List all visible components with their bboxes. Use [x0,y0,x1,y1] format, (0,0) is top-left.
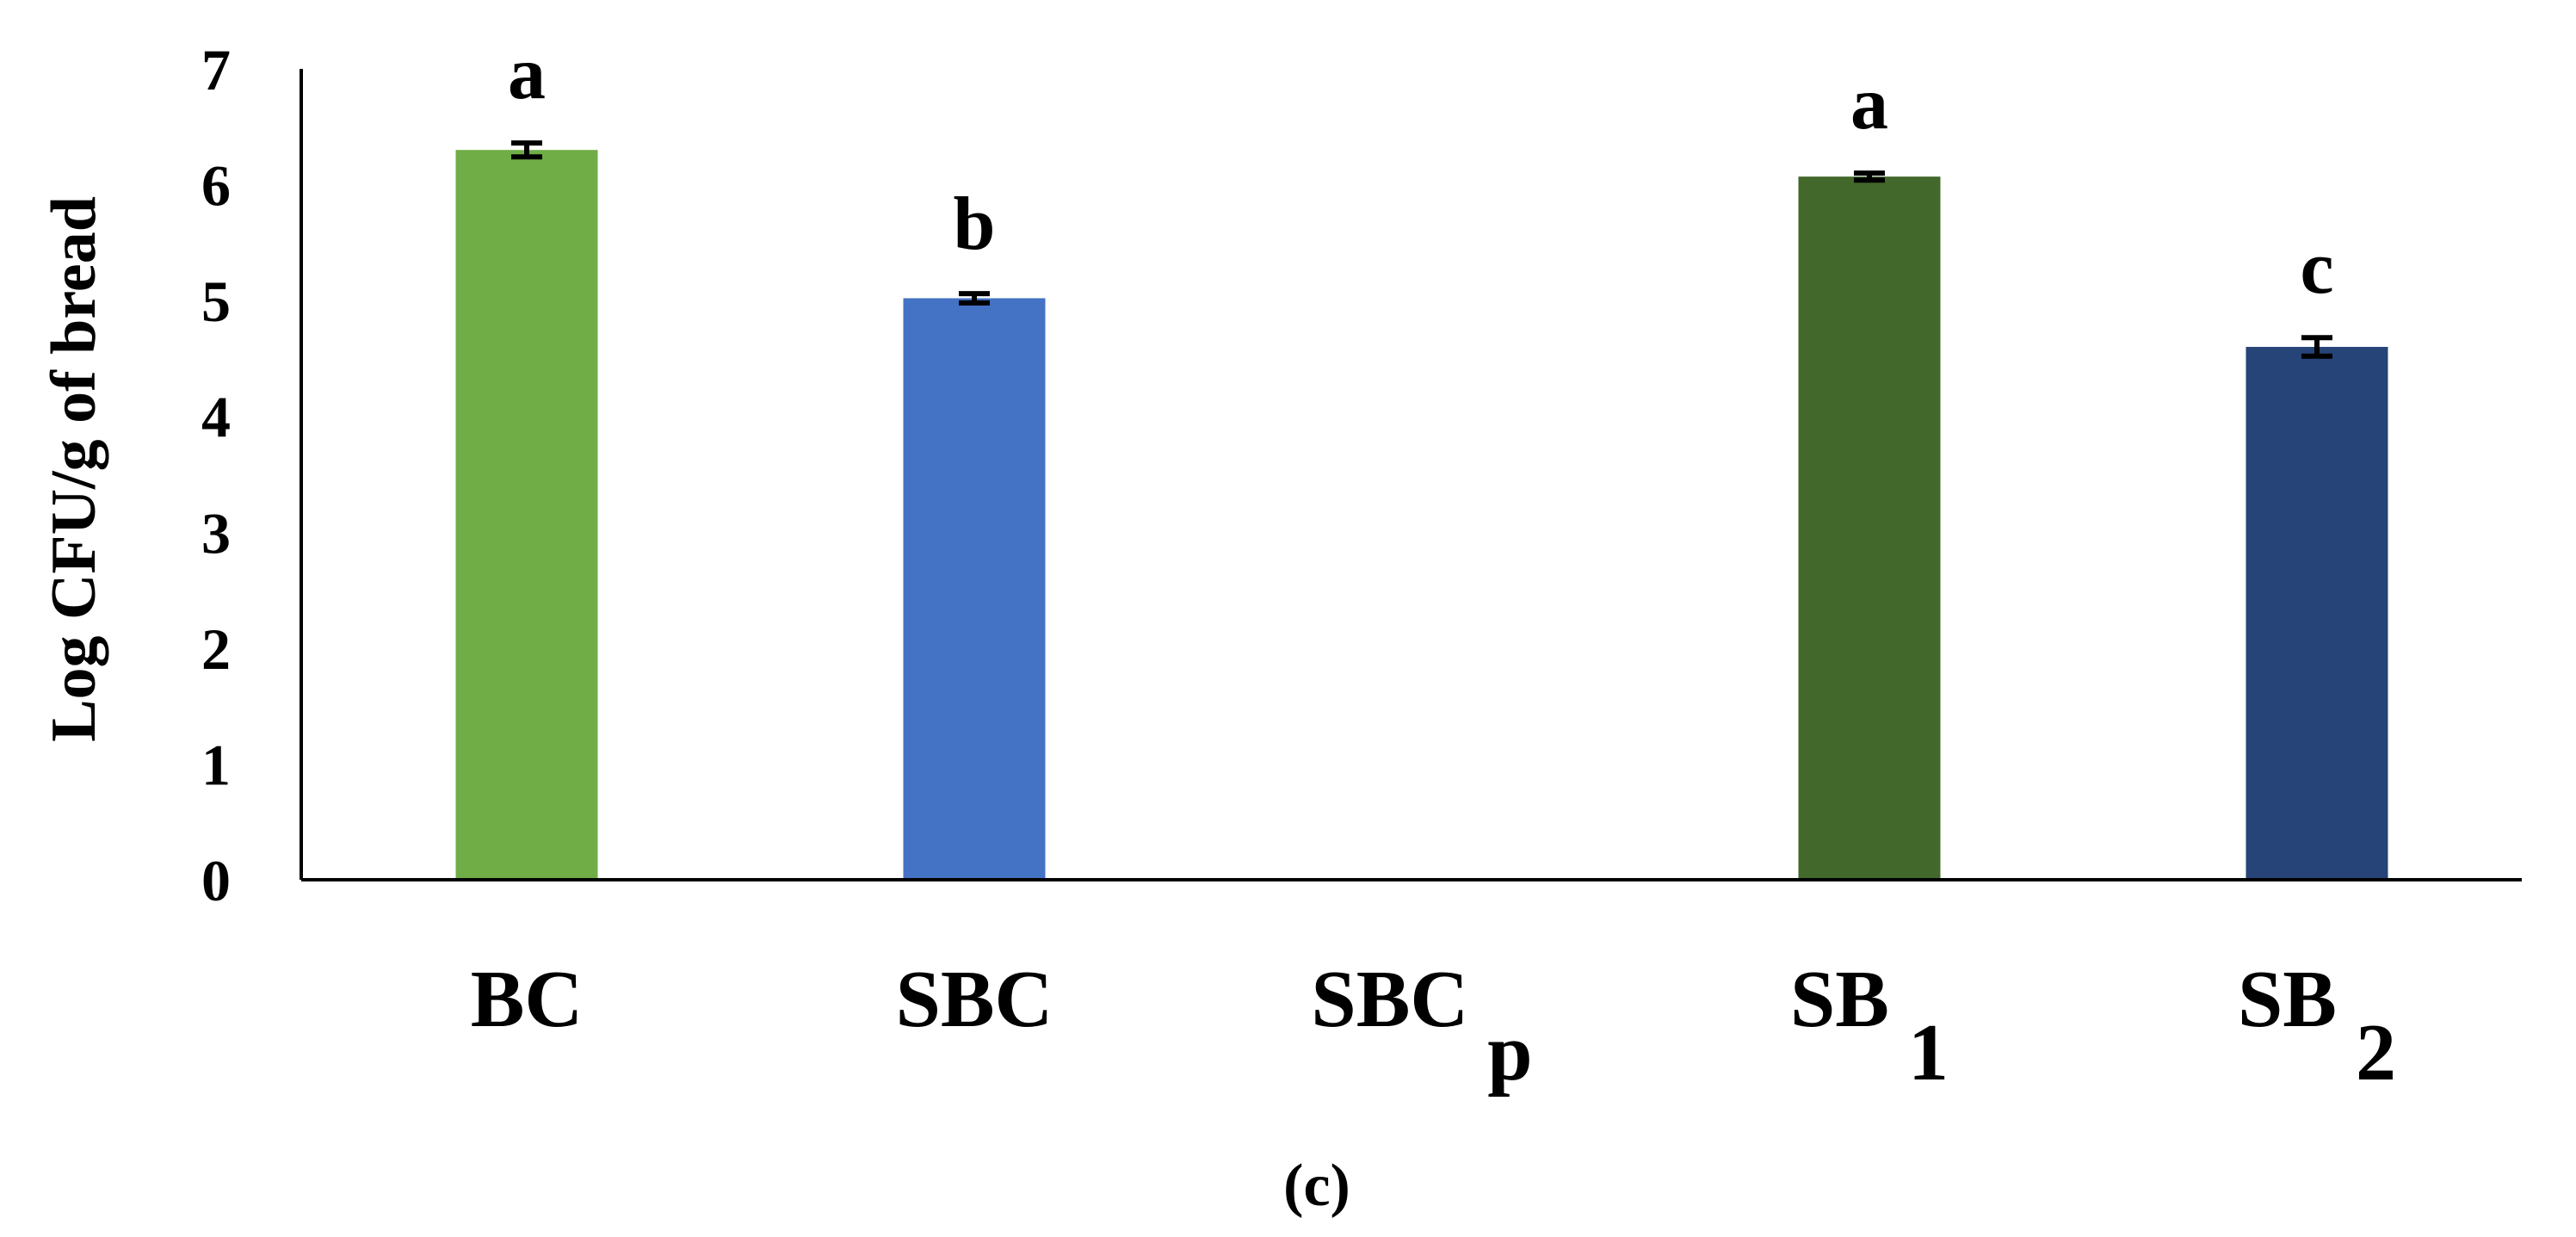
y-tick-label: 7 [201,37,231,102]
figure-caption: (c) [1283,1153,1350,1219]
error-bars [511,140,2332,359]
significance-letter: b [954,182,996,266]
x-axis-categories: BC SBC SBCp SB1 SB2 [471,955,2396,1098]
bars [455,150,2388,880]
error-bar [959,291,990,306]
error-bar [2301,335,2332,359]
x-category-label: SB2 [2238,955,2396,1098]
bar [455,150,598,880]
y-tick-label: 0 [201,848,231,913]
y-tick-label: 1 [201,732,231,797]
y-axis-ticks: 0 1 2 3 4 5 6 7 [201,37,231,913]
y-tick-label: 3 [201,500,231,566]
x-category-label: SBCp [1311,955,1532,1098]
bar [1798,176,1941,880]
y-axis-label: Log CFU/g of bread [39,196,109,742]
error-bar [511,140,542,160]
y-tick-label: 6 [201,153,231,219]
significance-letter: a [508,32,546,115]
error-bar [1854,170,1885,183]
y-tick-label: 5 [201,269,231,334]
x-category-label: SBC [896,955,1053,1044]
x-category-label: SB1 [1790,955,1949,1098]
significance-letter: a [1850,62,1888,145]
significance-letter: c [2300,226,2333,310]
significance-labels: a b a c [508,32,2334,310]
y-tick-label: 2 [201,616,231,682]
bar [903,298,1046,880]
bar [2246,346,2388,880]
x-category-label: BC [471,955,584,1044]
y-tick-label: 4 [201,385,231,450]
